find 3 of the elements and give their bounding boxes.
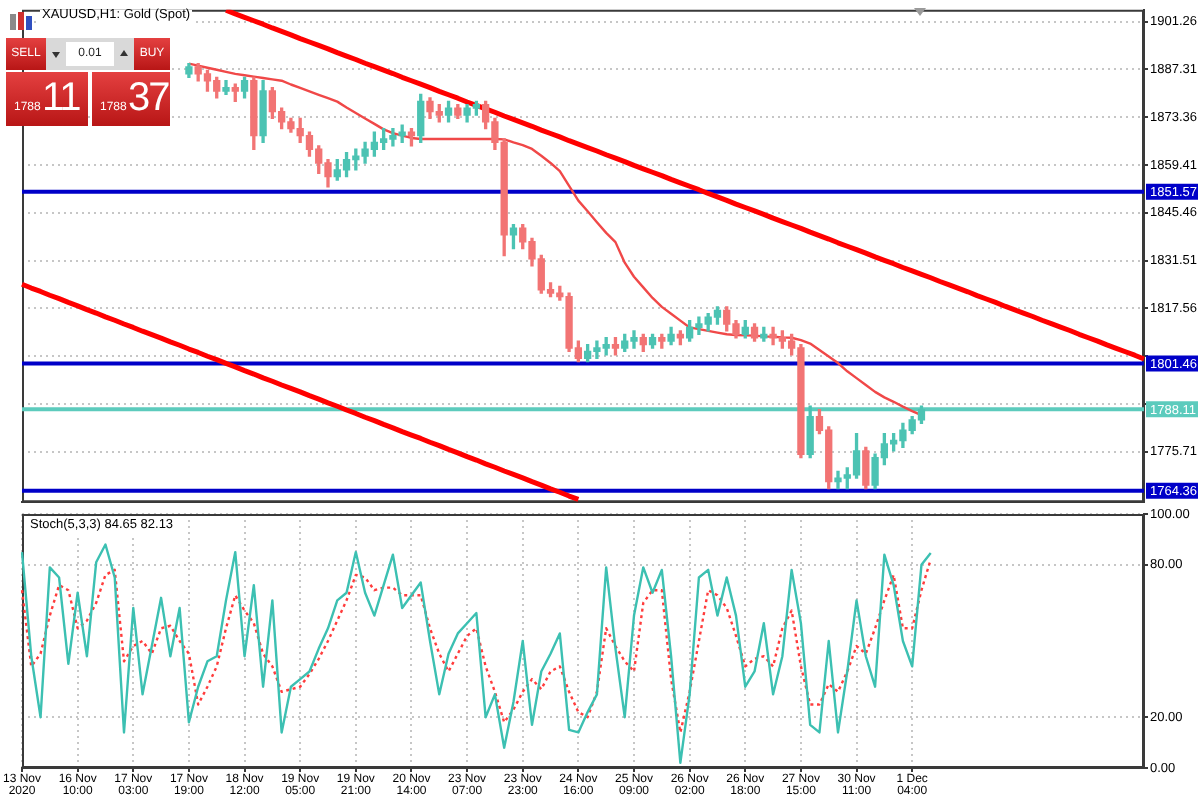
line-series — [20, 558, 932, 734]
annotation: 37 — [128, 76, 169, 120]
annotation: 11 — [42, 76, 80, 120]
